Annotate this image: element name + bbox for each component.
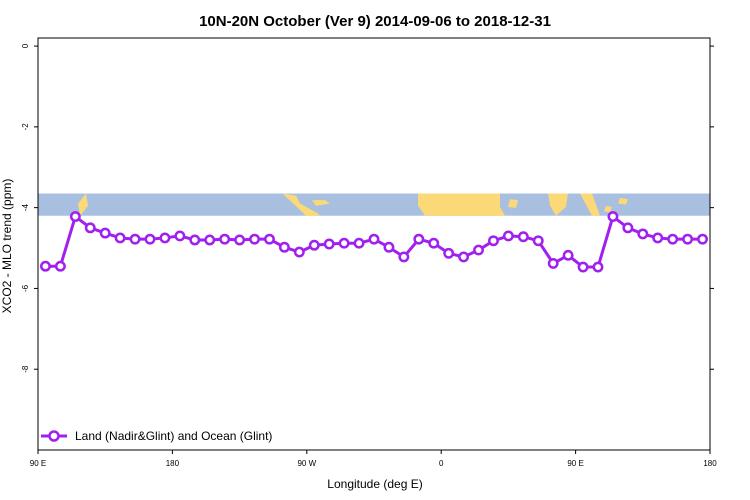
map-land [604, 205, 612, 213]
data-point [129, 233, 141, 245]
map-ocean [38, 193, 710, 216]
data-point [547, 257, 559, 269]
data-point [234, 234, 246, 246]
legend-entry-label: Land (Nadir&Glint) and Ocean (Glint) [75, 429, 272, 443]
data-point [308, 239, 320, 251]
data-point [413, 233, 425, 245]
map-land [548, 193, 568, 216]
data-point [428, 237, 440, 249]
y-axis: 0 -2 -4 -6 -8 [21, 43, 714, 373]
data-point [249, 233, 260, 245]
y-tick-label: -8 [21, 365, 30, 373]
map-land [283, 193, 320, 216]
data-point [607, 211, 619, 222]
data-point [69, 211, 81, 222]
legend-marker [48, 430, 60, 442]
data-point [338, 237, 350, 249]
map-land [312, 200, 330, 206]
data-point [84, 222, 96, 234]
data-point [562, 249, 574, 261]
data-point [398, 251, 410, 263]
map-land [580, 193, 600, 216]
data-point [517, 231, 529, 243]
y-tick-label: -2 [21, 123, 30, 131]
data-point [652, 232, 664, 244]
data-point [592, 261, 604, 273]
x-tick-label: 0 [439, 459, 444, 468]
data-point [278, 241, 290, 253]
x-tick-label: 90 E [567, 459, 583, 468]
plot-frame [37, 37, 711, 451]
data-point [189, 234, 201, 246]
legend: Land (Nadir&Glint) and Ocean (Glint) [41, 429, 272, 443]
data-point [682, 233, 694, 245]
x-axis-label: Longitude (deg E) [327, 477, 422, 491]
x-tick-label: 90 E [30, 459, 46, 468]
data-point [159, 232, 171, 244]
data-point [383, 241, 395, 253]
data-point [323, 238, 335, 250]
data-point [174, 230, 186, 242]
data-point [99, 227, 111, 239]
map-land [508, 199, 518, 208]
map-land [618, 197, 628, 205]
series-layer [40, 211, 708, 273]
data-point [667, 233, 679, 245]
data-point [502, 230, 514, 242]
data-point [697, 233, 708, 245]
data-point [144, 233, 156, 245]
map-land [78, 193, 88, 216]
data-point [637, 228, 649, 240]
data-point [622, 222, 634, 234]
x-tick-label: 90 W [297, 459, 316, 468]
y-tick-label: -6 [21, 284, 30, 292]
data-point [368, 233, 380, 245]
data-point [204, 234, 216, 246]
y-tick-label: 0 [21, 43, 30, 48]
data-point [114, 232, 126, 244]
x-axis: 90 E 180 90 W 0 90 E 180 [30, 450, 717, 468]
data-point [458, 251, 470, 263]
map-land [418, 193, 505, 216]
data-point [219, 233, 231, 245]
data-point [473, 244, 484, 256]
data-point [40, 260, 51, 272]
chart-title: 10N-20N October (Ver 9) 2014-09-06 to 20… [199, 13, 551, 30]
x-tick-label: 180 [703, 459, 717, 468]
data-point [532, 235, 544, 247]
data-point [353, 237, 365, 249]
x-tick-label: 180 [166, 459, 180, 468]
data-point [577, 261, 589, 273]
world-map-strip [38, 193, 710, 216]
data-point [54, 260, 66, 272]
data-point [293, 246, 305, 258]
data-point [264, 233, 275, 245]
data-point [488, 235, 499, 247]
y-axis-label: XCO2 - MLO trend (ppm) [0, 179, 14, 314]
y-tick-label: -4 [21, 204, 30, 212]
data-point [443, 247, 455, 259]
